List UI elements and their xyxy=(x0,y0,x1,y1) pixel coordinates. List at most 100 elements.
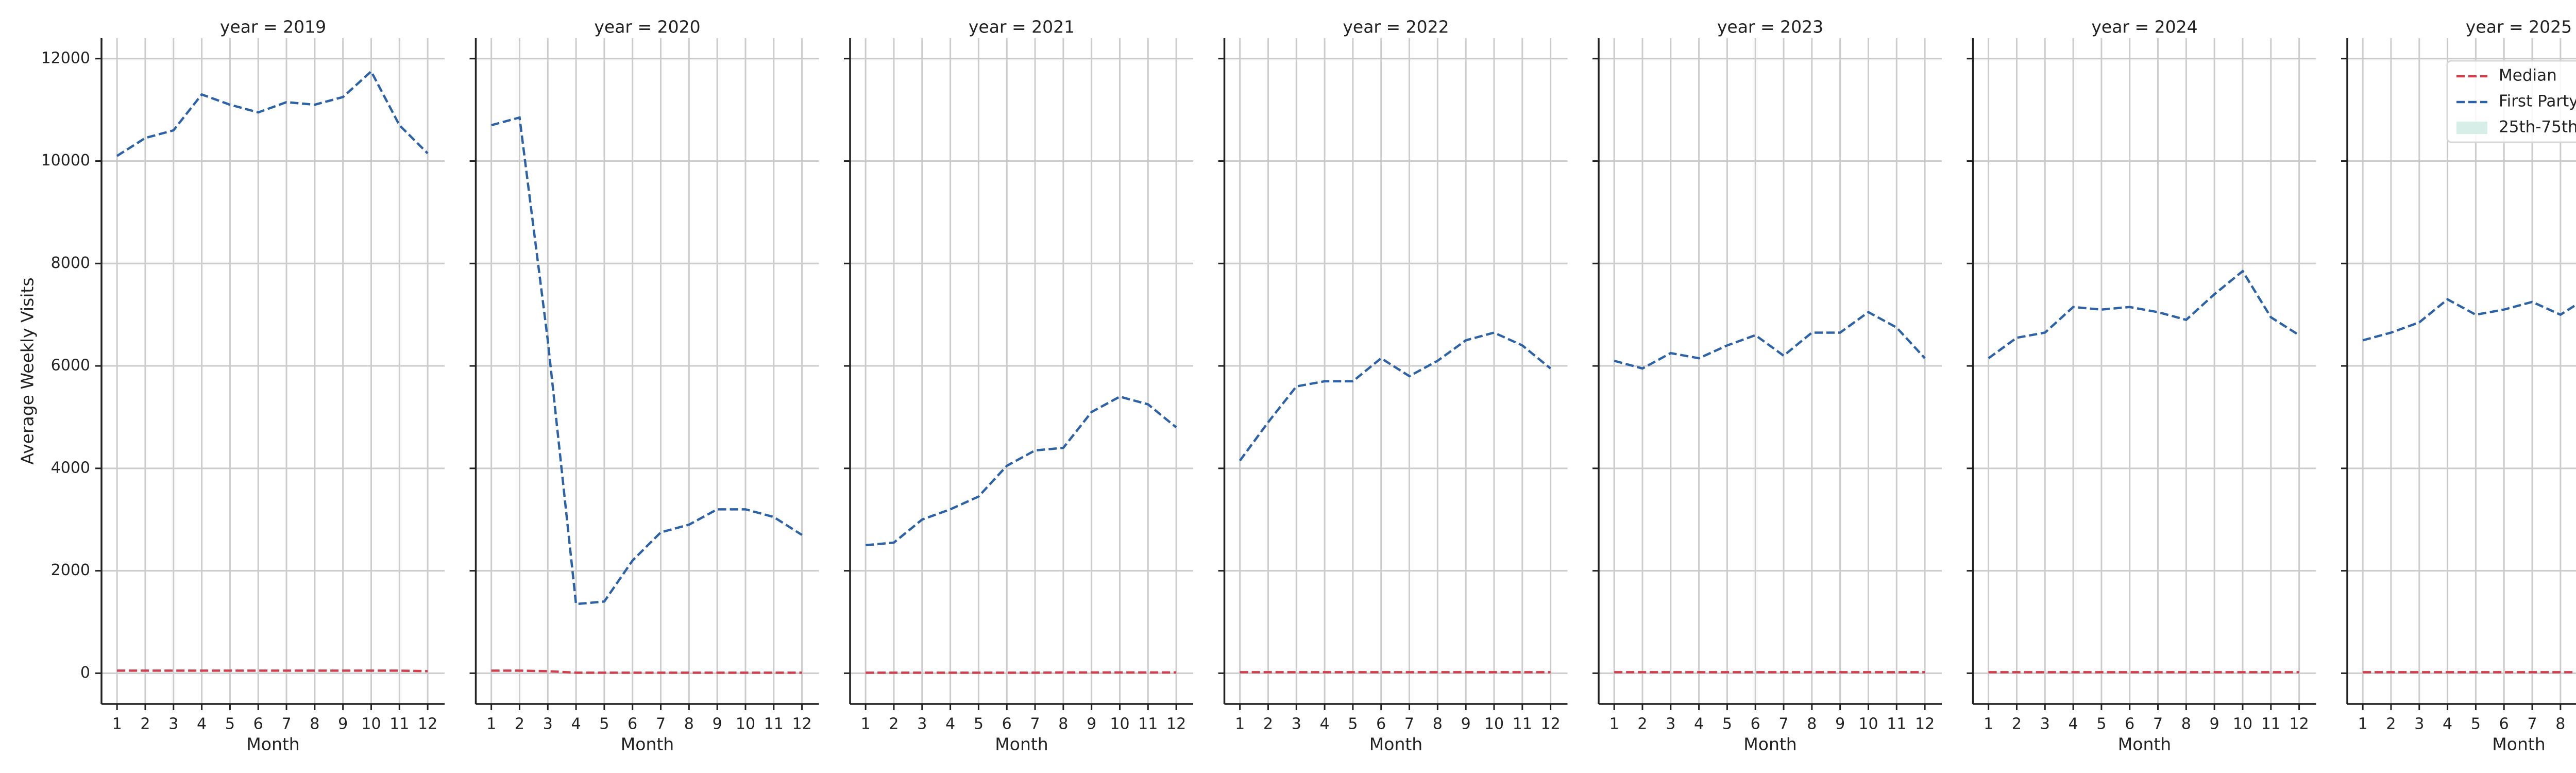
x-tick-label: 9 xyxy=(1835,715,1845,733)
panel-title: year = 2024 xyxy=(2091,17,2197,37)
series-line xyxy=(865,395,1177,547)
x-tick-label: 7 xyxy=(656,715,666,733)
x-tick-label: 12 xyxy=(1915,715,1935,733)
x-tick-label: 3 xyxy=(917,715,927,733)
x-tick-label: 9 xyxy=(338,715,348,733)
x-tick-label: 11 xyxy=(389,715,409,733)
legend-label: Median xyxy=(2499,66,2557,85)
x-tick-label: 9 xyxy=(1461,715,1471,733)
x-tick-label: 3 xyxy=(168,715,178,733)
x-tick-label: 2 xyxy=(1263,715,1273,733)
x-tick-label: 3 xyxy=(1666,715,1675,733)
y-axis-label: Average Weekly Visits xyxy=(18,277,38,464)
x-tick-label: 2 xyxy=(2012,715,2022,733)
x-tick-label: 10 xyxy=(1858,715,1878,733)
y-tick-label: 6000 xyxy=(51,357,90,375)
x-tick-label: 3 xyxy=(543,715,553,733)
panel-title: year = 2019 xyxy=(220,17,326,37)
x-tick-label: 2 xyxy=(889,715,899,733)
x-tick-label: 10 xyxy=(2233,715,2252,733)
x-tick-label: 2 xyxy=(515,715,524,733)
x-tick-label: 11 xyxy=(1513,715,1532,733)
x-tick-label: 10 xyxy=(361,715,381,733)
panel-title: year = 2025 xyxy=(2466,17,2572,37)
x-tick-label: 3 xyxy=(2040,715,2050,733)
x-tick-label: 5 xyxy=(1722,715,1732,733)
x-tick-label: 1 xyxy=(112,715,122,733)
y-tick-label: 0 xyxy=(80,664,90,682)
x-tick-label: 11 xyxy=(2261,715,2281,733)
series-line xyxy=(491,669,802,674)
legend-label: 25th-75th Percentile xyxy=(2499,118,2576,137)
x-tick-label: 12 xyxy=(1166,715,1186,733)
x-tick-label: 1 xyxy=(2358,715,2368,733)
series-line xyxy=(117,669,428,673)
x-tick-label: 4 xyxy=(1320,715,1330,733)
x-tick-label: 1 xyxy=(1235,715,1245,733)
x-axis-label: Month xyxy=(995,734,1048,754)
x-tick-label: 6 xyxy=(1002,715,1012,733)
x-tick-label: 9 xyxy=(713,715,722,733)
x-tick-label: 6 xyxy=(628,715,637,733)
x-tick-label: 8 xyxy=(684,715,694,733)
x-tick-label: 8 xyxy=(1058,715,1068,733)
x-axis-label: Month xyxy=(246,734,299,754)
panel-title: year = 2020 xyxy=(594,17,700,37)
x-tick-label: 11 xyxy=(1138,715,1158,733)
x-tick-label: 8 xyxy=(1807,715,1817,733)
x-tick-label: 4 xyxy=(1694,715,1704,733)
x-tick-label: 9 xyxy=(1087,715,1096,733)
x-tick-label: 10 xyxy=(1484,715,1504,733)
panel-title: year = 2021 xyxy=(969,17,1075,37)
x-tick-label: 2 xyxy=(140,715,150,733)
x-tick-label: 1 xyxy=(486,715,496,733)
x-tick-label: 12 xyxy=(792,715,812,733)
y-tick-label: 2000 xyxy=(51,561,90,579)
x-tick-label: 8 xyxy=(2555,715,2565,733)
x-tick-label: 10 xyxy=(1110,715,1129,733)
series-line xyxy=(1988,269,2300,359)
panel-title: year = 2023 xyxy=(1717,17,1823,37)
x-tick-label: 8 xyxy=(2181,715,2191,733)
series-line xyxy=(2362,298,2576,342)
x-tick-label: 8 xyxy=(310,715,319,733)
x-tick-label: 6 xyxy=(2499,715,2509,733)
x-tick-label: 5 xyxy=(2471,715,2481,733)
x-tick-label: 1 xyxy=(861,715,871,733)
x-tick-label: 6 xyxy=(253,715,263,733)
x-tick-label: 5 xyxy=(225,715,235,733)
x-axis-label: Month xyxy=(1743,734,1797,754)
legend: Median First Party Median 25th-75th Percen… xyxy=(2446,60,2576,143)
x-axis-label: Month xyxy=(2118,734,2171,754)
x-tick-label: 12 xyxy=(1541,715,1561,733)
x-tick-label: 7 xyxy=(2527,715,2537,733)
x-tick-label: 7 xyxy=(1030,715,1040,733)
x-tick-label: 8 xyxy=(1433,715,1443,733)
x-tick-label: 11 xyxy=(1887,715,1906,733)
x-tick-label: 12 xyxy=(2290,715,2309,733)
x-axis-label: Month xyxy=(2492,734,2545,754)
y-tick-label: 10000 xyxy=(41,152,90,170)
x-tick-label: 12 xyxy=(418,715,437,733)
x-tick-label: 5 xyxy=(2096,715,2106,733)
x-tick-label: 1 xyxy=(1609,715,1619,733)
y-tick-label: 12000 xyxy=(41,49,90,67)
panel-title: year = 2022 xyxy=(1343,17,1449,37)
y-tick-label: 4000 xyxy=(51,459,90,477)
x-tick-label: 7 xyxy=(1778,715,1788,733)
x-tick-label: 5 xyxy=(974,715,984,733)
x-tick-label: 9 xyxy=(2210,715,2219,733)
x-axis-label: Month xyxy=(1369,734,1422,754)
x-tick-label: 4 xyxy=(2069,715,2078,733)
x-tick-label: 7 xyxy=(281,715,291,733)
x-tick-label: 3 xyxy=(2414,715,2424,733)
series-line xyxy=(1239,331,1552,462)
x-tick-label: 11 xyxy=(764,715,784,733)
x-tick-label: 1 xyxy=(1984,715,1993,733)
legend-label: First Party Median xyxy=(2499,92,2576,111)
y-tick-label: 8000 xyxy=(51,254,90,272)
x-tick-label: 3 xyxy=(1292,715,1301,733)
series-line xyxy=(491,116,803,606)
